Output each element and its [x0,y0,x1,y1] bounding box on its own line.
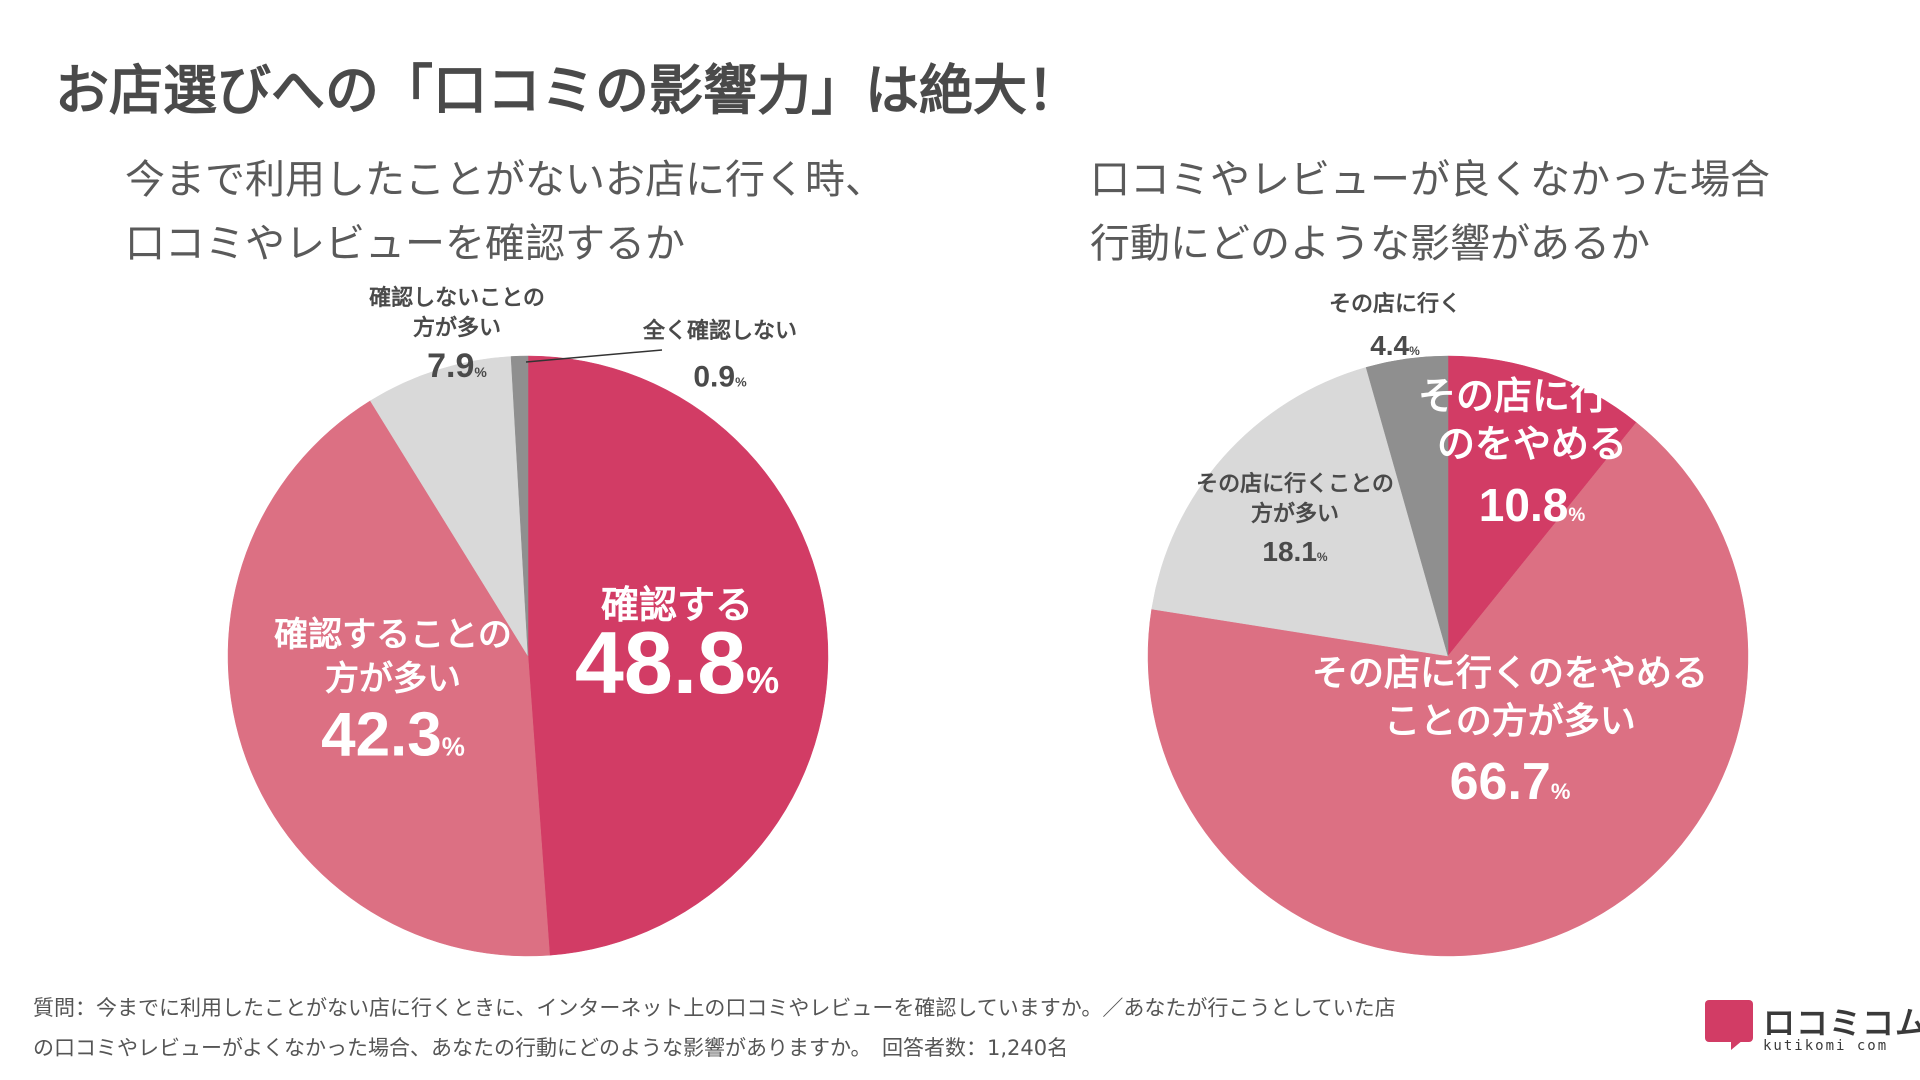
brand-logo: ロコミコム kutikomi com [1705,998,1920,1058]
pie-left-slice-0 [527,355,829,956]
logo-url: kutikomi com [1763,1038,1889,1054]
speech-bubble-icon [1705,1000,1753,1050]
pie-left-value-2: 7.9% [427,347,487,385]
logo-text: ロコミコム [1763,1004,1920,1042]
chart-left-title: 今まで利用したことがないお店に行く時、 口コミやレビューを確認するか [125,148,885,276]
pie-right-label-1-line-0: その店に行くのをやめる [1312,653,1708,694]
pie-left-leader-line [525,349,663,363]
footer-note: 質問：今までに利用したことがない店に行くときに、インターネット上の口コミやレビュ… [33,988,1396,1068]
footer-line: 質問：今までに利用したことがない店に行くときに、インターネット上の口コミやレビュ… [33,996,1396,1020]
pie-left-value-0: 48.8% [575,613,779,712]
pie-right-label-0-line-0: その店に行く [1418,374,1646,418]
footer-line: の口コミやレビューがよくなかった場合、あなたの行動にどのような影響がありますか。… [33,1036,1069,1060]
pie-right-slice-1 [1147,422,1749,957]
pie-right-value-1: 66.7% [1450,753,1571,811]
pie-left-label-3-line-0: 全く確認しない [642,318,797,344]
pie-right-value-0: 10.8% [1479,479,1586,531]
pie-right-slice-2 [1151,367,1449,657]
chart-right-title: 口コミやレビューが良くなかった場合 行動にどのような影響があるか [1090,148,1770,276]
pie-left-label-1-line-0: 確認することの [274,615,512,655]
chart-left-title-line: 口コミやレビューを確認するか [125,221,685,267]
pie-right-label-3-line-0: その店に行く [1329,291,1461,317]
pie-right-label-2-line-0: その店に行くことの [1196,471,1394,497]
pie-right-value-2: 18.1% [1262,536,1328,567]
pie-left-label-2-line-1: 方が多い [413,315,501,341]
pie-right-slice-3 [1365,355,1449,657]
pie-right-slice-0 [1447,355,1637,657]
pie-right-label-0-line-1: のをやめる [1437,422,1627,466]
chart-right-title-line: 行動にどのような影響があるか [1090,221,1650,267]
pie-left-value-3: 0.9% [693,361,747,394]
chart-left-title-line: 今まで利用したことがないお店に行く時、 [125,157,885,203]
pie-left-label-1-line-1: 方が多い [325,659,461,699]
pie-left-label-2-line-0: 確認しないことの [369,285,545,311]
chart-right-title-line: 口コミやレビューが良くなかった場合 [1090,157,1770,203]
pie-left-slice-3 [510,355,529,657]
pie-right-label-1-line-1: ことの方が多い [1384,701,1636,742]
pie-left-slice-2 [369,356,529,657]
page-title: お店選びへの「口コミの影響力」は絶大！ [55,59,1081,122]
pie-right-label-2-line-1: 方が多い [1251,501,1339,527]
pie-right-value-3: 4.4% [1370,330,1420,361]
pie-left-value-1: 42.3% [321,701,465,770]
pie-left-slice-1 [227,400,550,957]
pie-left-label-0-line-0: 確認する [601,583,753,627]
